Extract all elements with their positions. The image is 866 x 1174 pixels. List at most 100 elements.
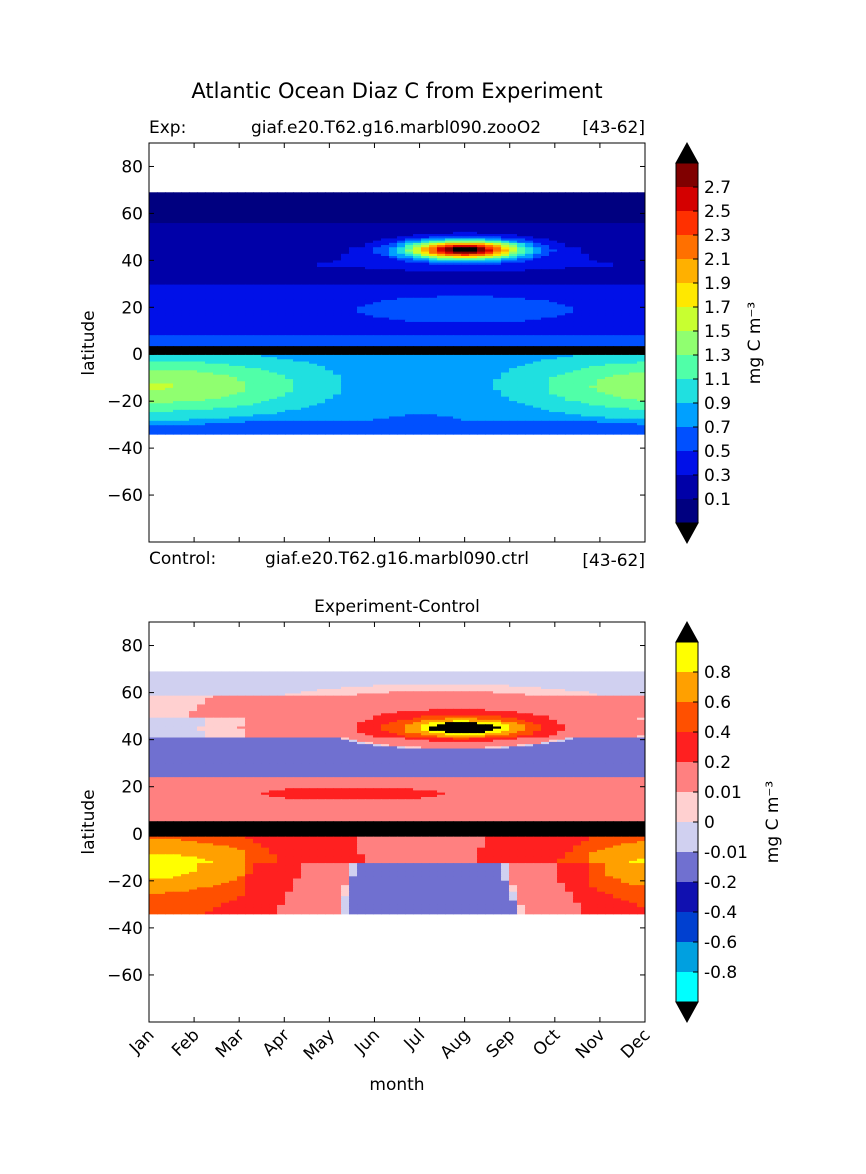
contour-cell <box>197 251 206 255</box>
contour-cell <box>253 348 262 352</box>
contour-cell <box>381 339 390 343</box>
contour-cell <box>509 212 518 215</box>
contour-cell <box>357 297 366 301</box>
contour-cell <box>213 299 222 303</box>
contour-cell <box>373 209 382 213</box>
contour-cell <box>557 297 566 301</box>
contour-cell <box>325 326 334 330</box>
contour-cell <box>149 319 158 323</box>
contour-cell <box>181 299 190 303</box>
contour-cell <box>541 357 550 360</box>
contour-cell <box>485 231 494 235</box>
contour-cell <box>437 352 446 356</box>
contour-cell <box>637 205 645 209</box>
contour-cell <box>301 225 310 229</box>
contour-cell <box>621 209 630 213</box>
contour-cell <box>189 225 198 229</box>
contour-cell <box>229 223 238 226</box>
contour-cell <box>493 223 502 226</box>
contour-cell <box>557 330 566 334</box>
contour-cell <box>477 258 486 262</box>
contour-cell <box>149 280 158 283</box>
contour-cell <box>365 196 374 200</box>
contour-cell <box>525 192 534 196</box>
contour-cell <box>445 194 454 198</box>
contour-cell <box>197 256 206 259</box>
contour-cell <box>573 238 582 242</box>
contour-cell <box>421 220 430 224</box>
contour-cell <box>477 299 486 303</box>
contour-cell <box>461 201 470 204</box>
contour-cell <box>349 260 358 264</box>
contour-cell <box>301 365 310 369</box>
contour-cell <box>429 308 438 312</box>
contour-cell <box>293 324 302 327</box>
contour-cell <box>413 350 422 354</box>
contour-cell <box>245 234 254 237</box>
contour-cell <box>445 317 454 321</box>
contour-cell <box>245 201 254 204</box>
contour-cell <box>277 328 286 332</box>
contour-cell <box>173 201 182 204</box>
contour-cell <box>253 273 262 277</box>
contour-cell <box>557 359 566 363</box>
contour-cell <box>517 247 526 251</box>
contour-cell <box>237 359 246 363</box>
contour-cell <box>261 361 270 365</box>
contour-cell <box>309 293 318 297</box>
contour-cell <box>325 295 334 299</box>
contour-cell <box>373 304 382 308</box>
contour-cell <box>581 264 590 268</box>
contour-cell <box>485 278 494 281</box>
contour-cell <box>445 357 454 360</box>
contour-cell <box>333 267 342 270</box>
contour-cell <box>533 284 542 288</box>
contour-cell <box>309 236 318 240</box>
contour-cell <box>205 304 214 308</box>
contour-cell <box>509 249 518 253</box>
contour-cell <box>597 280 606 283</box>
contour-cell <box>493 278 502 281</box>
contour-cell <box>181 352 190 356</box>
contour-cell <box>389 348 398 352</box>
contour-cell <box>437 238 446 242</box>
contour-cell <box>229 302 238 305</box>
contour-cell <box>237 203 246 207</box>
contour-cell <box>245 207 254 211</box>
contour-cell <box>181 361 190 365</box>
contour-cell <box>405 203 414 207</box>
contour-cell <box>261 269 270 273</box>
contour-cell <box>373 368 382 371</box>
contour-cell <box>269 368 278 371</box>
contour-cell <box>221 339 230 343</box>
contour-cell <box>629 280 638 283</box>
contour-cell <box>629 207 638 211</box>
contour-cell <box>485 357 494 360</box>
contour-cell <box>525 348 534 352</box>
contour-cell <box>637 240 645 244</box>
contour-cell <box>157 262 166 266</box>
contour-cell <box>245 282 254 286</box>
contour-cell <box>269 229 278 233</box>
contour-cell <box>573 330 582 334</box>
contour-cell <box>301 282 310 286</box>
contour-cell <box>405 313 414 316</box>
contour-cell <box>341 335 350 338</box>
contour-cell <box>517 267 526 270</box>
contour-cell <box>557 264 566 268</box>
contour-cell <box>421 282 430 286</box>
contour-cell <box>173 302 182 305</box>
contour-cell <box>205 214 214 218</box>
contour-cell <box>469 198 478 202</box>
contour-cell <box>421 317 430 321</box>
contour-cell <box>557 335 566 338</box>
contour-cell <box>205 225 214 229</box>
contour-cell <box>173 291 182 294</box>
contour-cell <box>325 247 334 251</box>
contour-cell <box>589 363 598 367</box>
contour-cell <box>589 251 598 255</box>
contour-cell <box>365 273 374 277</box>
contour-cell <box>245 194 254 198</box>
contour-cell <box>597 286 606 290</box>
contour-cell <box>477 264 486 268</box>
